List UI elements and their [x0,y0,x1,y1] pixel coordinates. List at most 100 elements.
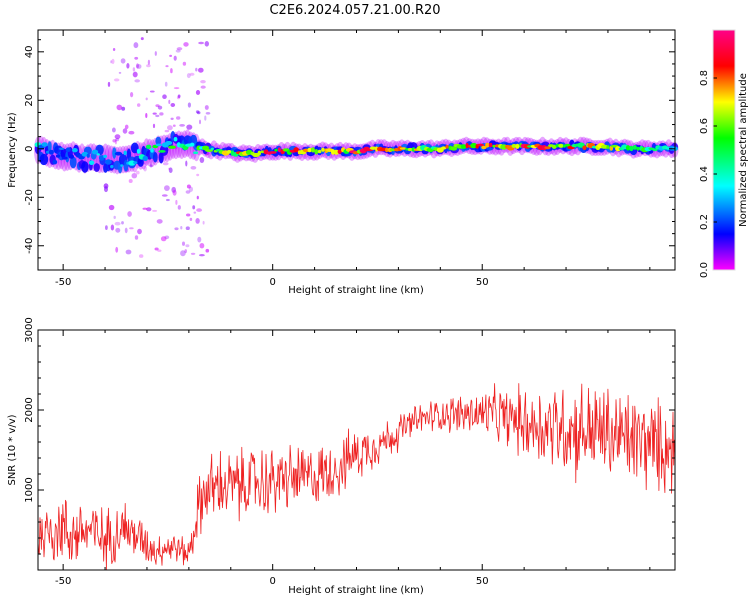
speckle [164,129,170,133]
speckle [190,252,196,255]
ridge-core [165,140,173,146]
speckle [175,199,178,205]
ridge-core [210,147,214,151]
ridge-core [515,143,520,149]
ridge-core [55,154,61,158]
ridge-core [91,149,99,155]
ridge-core [69,154,74,159]
speckle [122,128,128,134]
speckle [168,167,173,173]
speckle [184,249,187,254]
speckle [164,185,170,192]
colorbar-label: Normalized spectral amplitude [738,73,749,227]
ridge-core [564,143,571,147]
ridge-core [96,153,100,156]
figure-title: C2E6.2024.057.21.00.R20 [269,3,440,18]
speckle [176,116,181,120]
speckle [186,73,191,79]
speckle [157,105,163,110]
ridge-core [652,148,658,152]
speckle [185,160,188,167]
speckle [173,55,177,61]
ridge-band [93,163,100,172]
speckle [183,42,189,47]
speckle [172,124,176,127]
speckle [149,90,155,93]
colorbar-tick-label: 0.6 [699,118,710,134]
ridge-core [103,154,107,158]
speckle [145,113,148,118]
ridge-core [120,164,124,167]
speckle [136,63,139,69]
ridge-core [205,149,213,153]
snr-axes: -50 0 50 1000 2000 3000 [24,317,675,587]
speckle [171,186,176,193]
ridge-core [307,147,312,153]
y-tick-label: 20 [24,94,35,107]
x-tick-label: 0 [269,576,275,587]
y-tick-label: -40 [24,238,35,254]
speckle [124,124,129,130]
speckle [147,59,150,65]
speckle [177,205,181,210]
y-tick-label: 2000 [24,397,35,422]
speckle [168,99,171,104]
speckle [115,227,121,233]
ridge-core [407,147,413,152]
speckle [134,235,139,240]
speckle [162,162,169,166]
ridge-core [632,145,637,150]
ridge-core [88,160,95,165]
speckle [165,65,169,68]
x-tick-label: 0 [269,277,275,288]
speckle [200,80,206,84]
ridge-core [293,147,300,153]
speckle [124,227,128,234]
ridge-core [98,155,105,161]
ridge-core [385,147,389,153]
speckle [146,207,152,212]
ridge-core [81,151,89,157]
ridge-core [41,142,48,147]
ridge-core [114,151,123,156]
ridge-core [173,137,178,142]
speckle [187,102,191,108]
y-tick-label: 1000 [24,477,35,502]
colorbar-frame [712,29,736,271]
speckle [186,184,191,189]
speckle [169,54,173,58]
speckle [198,67,204,73]
speckle [145,97,148,101]
snr-content [37,383,676,571]
speckle [130,92,134,98]
speckle [154,51,157,56]
speckle [132,71,138,78]
speckle [197,236,202,243]
speckle [110,224,115,231]
speckle [190,166,197,170]
speckle [136,170,140,175]
y-tick-label: 0 [24,146,35,152]
ridge-core [142,155,148,162]
speckle [116,104,123,111]
speckle [198,41,205,45]
speckle [157,249,162,252]
speckle [152,112,157,115]
speckle [172,189,177,196]
ridge-core [582,145,587,151]
speckle [155,114,160,118]
speckle [152,209,158,212]
speckle [136,64,142,69]
ridge-core [52,159,58,165]
speckle [142,207,148,210]
ridge-core [58,147,65,150]
speckle [175,49,181,53]
ridge-core [277,147,281,153]
speckle [170,68,173,74]
speckle [112,48,116,51]
ridge-band [155,136,162,146]
spectrogram-content [34,37,679,258]
spectrogram-xlabel: Height of straight line (km) [288,285,424,296]
speckle [204,41,209,47]
y-tick-label: 40 [24,45,35,58]
